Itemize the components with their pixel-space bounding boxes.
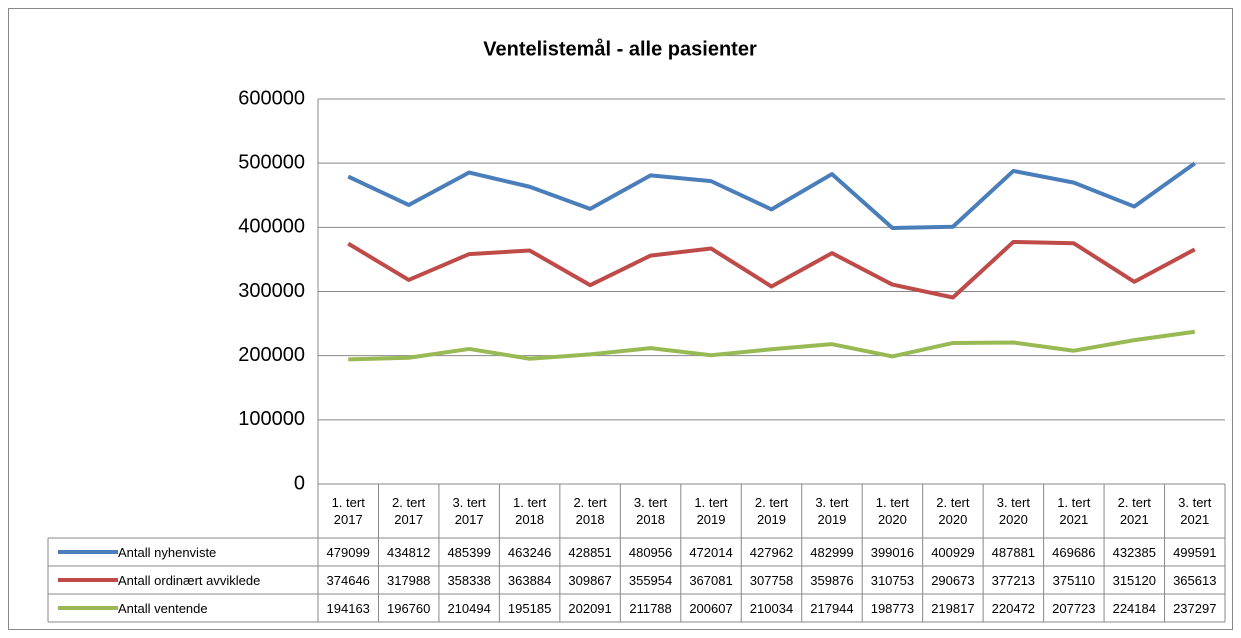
data-table-value: 399016 (870, 544, 915, 560)
y-tick-label: 500000 (238, 151, 305, 173)
data-table-value: 428851 (568, 544, 612, 560)
data-table-value: 237297 (1173, 600, 1217, 616)
data-table-value: 202091 (568, 600, 612, 616)
y-tick-label: 100000 (238, 408, 305, 430)
chart-title: Ventelistemål - alle pasienter (483, 37, 757, 60)
data-table-value: 220472 (991, 600, 1036, 616)
series-line (347, 161, 1196, 230)
data-table-value: 472014 (689, 544, 733, 560)
data-table-value: 210494 (447, 600, 491, 616)
data-table-value: 310753 (870, 572, 915, 588)
x-tick-label: 2. tert 2021 (1117, 495, 1151, 527)
data-table-value: 482999 (810, 544, 854, 560)
x-tick-label: 3. tert 2017 (452, 495, 486, 527)
data-table-value: 196760 (386, 600, 431, 616)
data-table-value: 194163 (326, 600, 370, 616)
data-table-value: 363884 (507, 572, 552, 588)
data-table-value: 479099 (326, 544, 370, 560)
data-table-value: 469686 (1052, 544, 1096, 560)
y-tick-label: 0 (294, 472, 305, 494)
data-table-value: 290673 (931, 572, 975, 588)
y-tick-label: 300000 (238, 280, 305, 302)
data-table-value: 377213 (991, 572, 1036, 588)
data-table-value: 317988 (386, 572, 431, 588)
data-table-value: 485399 (447, 544, 491, 560)
data-table-value: 224184 (1112, 600, 1156, 616)
data-table-value: 367081 (689, 572, 733, 588)
data-table-value: 210034 (749, 600, 794, 616)
x-tick-label: 2. tert 2019 (754, 495, 789, 527)
data-table-value: 365613 (1173, 572, 1217, 588)
data-table-value: 400929 (931, 544, 975, 560)
x-tick-label: 1. tert 2017 (331, 495, 365, 527)
data-table-value: 355954 (628, 572, 673, 588)
data-table-value: 207723 (1052, 600, 1096, 616)
series-line (348, 329, 1196, 362)
x-tick-label: 2. tert 2017 (392, 495, 426, 527)
x-tick-label: 3. tert 2020 (996, 495, 1030, 527)
data-table-value: 427962 (749, 544, 794, 560)
x-tick-label: 1. tert 2019 (694, 495, 728, 527)
x-tick-label: 3. tert 2018 (633, 495, 668, 527)
x-tick-label: 1. tert 2021 (1057, 495, 1091, 527)
data-table-value: 434812 (386, 544, 431, 560)
data-table-value: 219817 (931, 600, 975, 616)
data-table-value: 198773 (870, 600, 915, 616)
y-tick-label: 200000 (238, 344, 305, 366)
data-table-value: 315120 (1112, 572, 1156, 588)
data-table-value: 374646 (326, 572, 370, 588)
x-tick-label: 2. tert 2020 (936, 495, 970, 527)
data-table-value: 487881 (991, 544, 1036, 560)
y-tick-label: 600000 (238, 87, 305, 109)
data-table-value: 463246 (507, 544, 552, 560)
data-table-value: 307758 (749, 572, 794, 588)
legend-label: Antall ventende (118, 600, 208, 616)
data-table-value: 375110 (1052, 572, 1096, 588)
chart-border (8, 8, 1233, 630)
data-table-value: 358338 (447, 572, 491, 588)
data-table-value: 432385 (1112, 544, 1156, 560)
data-table-value: 211788 (629, 600, 672, 616)
series-line (347, 239, 1196, 300)
data-table-value: 195185 (507, 600, 552, 616)
legend-label: Antall nyhenviste (118, 544, 217, 560)
x-tick-label: 2. tert 2018 (573, 495, 607, 527)
x-tick-label: 1. tert 2020 (875, 495, 910, 527)
data-table-value: 480956 (628, 544, 673, 560)
data-table-value: 200607 (689, 600, 733, 616)
data-table-value: 309867 (568, 572, 612, 588)
x-tick-label: 3. tert 2021 (1178, 495, 1212, 527)
data-table-value: 217944 (810, 600, 854, 616)
data-table-value: 359876 (810, 572, 854, 588)
legend-label: Antall ordinært avviklede (118, 572, 261, 588)
data-table-value: 499591 (1173, 544, 1217, 560)
x-tick-label: 3. tert 2019 (815, 495, 849, 527)
y-tick-label: 400000 (238, 216, 305, 238)
x-tick-label: 1. tert 2018 (512, 495, 547, 527)
